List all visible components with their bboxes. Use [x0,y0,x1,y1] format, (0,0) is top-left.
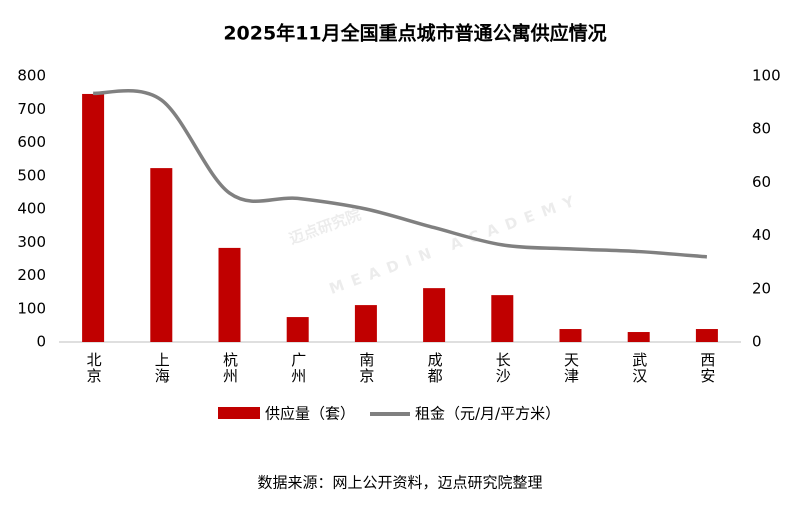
legend-swatch-bar [218,407,260,419]
x-tick-label: 南京 [357,352,375,384]
bar [218,247,241,342]
bar [82,93,105,342]
y-tick-label: 200 [17,266,46,284]
y-tick-label: 800 [17,67,46,85]
y-tick-label: 600 [17,133,46,151]
y2-tick-label: 0 [752,333,762,351]
y-tick-label: 0 [36,333,46,351]
bar [286,317,309,342]
watermark-sub: MEADIN ACADEMY [327,190,584,298]
x-tick-label: 杭州 [221,352,239,384]
y2-tick-label: 20 [752,279,771,297]
x-tick-label: 武汉 [630,352,648,384]
x-tick-label: 长沙 [494,352,512,384]
x-tick-label: 广州 [289,352,307,384]
chart-title: 2025年11月全国重点城市普通公寓供应情况 [223,22,606,45]
watermark: 迈点研究院 [287,205,364,248]
y-tick-label: 500 [17,166,46,184]
bar [354,305,377,342]
line [92,88,708,259]
y2-tick-label: 60 [752,173,771,191]
x-tick-label: 北京 [85,352,103,384]
bar [695,329,718,342]
source-note: 数据来源：网上公开资料，迈点研究院整理 [257,474,542,492]
x-tick-label: 天津 [562,352,580,384]
legend-label: 租金（元/月/平方米） [415,405,560,423]
y2-tick-label: 80 [752,120,771,138]
bar [627,332,650,342]
y-tick-label: 400 [17,200,46,218]
x-tick-label: 西安 [698,352,716,384]
y-tick-label: 300 [17,233,46,251]
bar [491,295,514,342]
legend-label: 供应量（套） [265,405,355,423]
bar [559,329,582,342]
y2-tick-label: 100 [752,67,781,85]
y2-tick-label: 40 [752,226,771,244]
y-tick-label: 700 [17,100,46,118]
x-tick-label: 上海 [153,352,171,384]
y-tick-label: 100 [17,299,46,317]
x-tick-label: 成都 [426,352,444,384]
bar [150,168,173,342]
bar [423,288,446,342]
